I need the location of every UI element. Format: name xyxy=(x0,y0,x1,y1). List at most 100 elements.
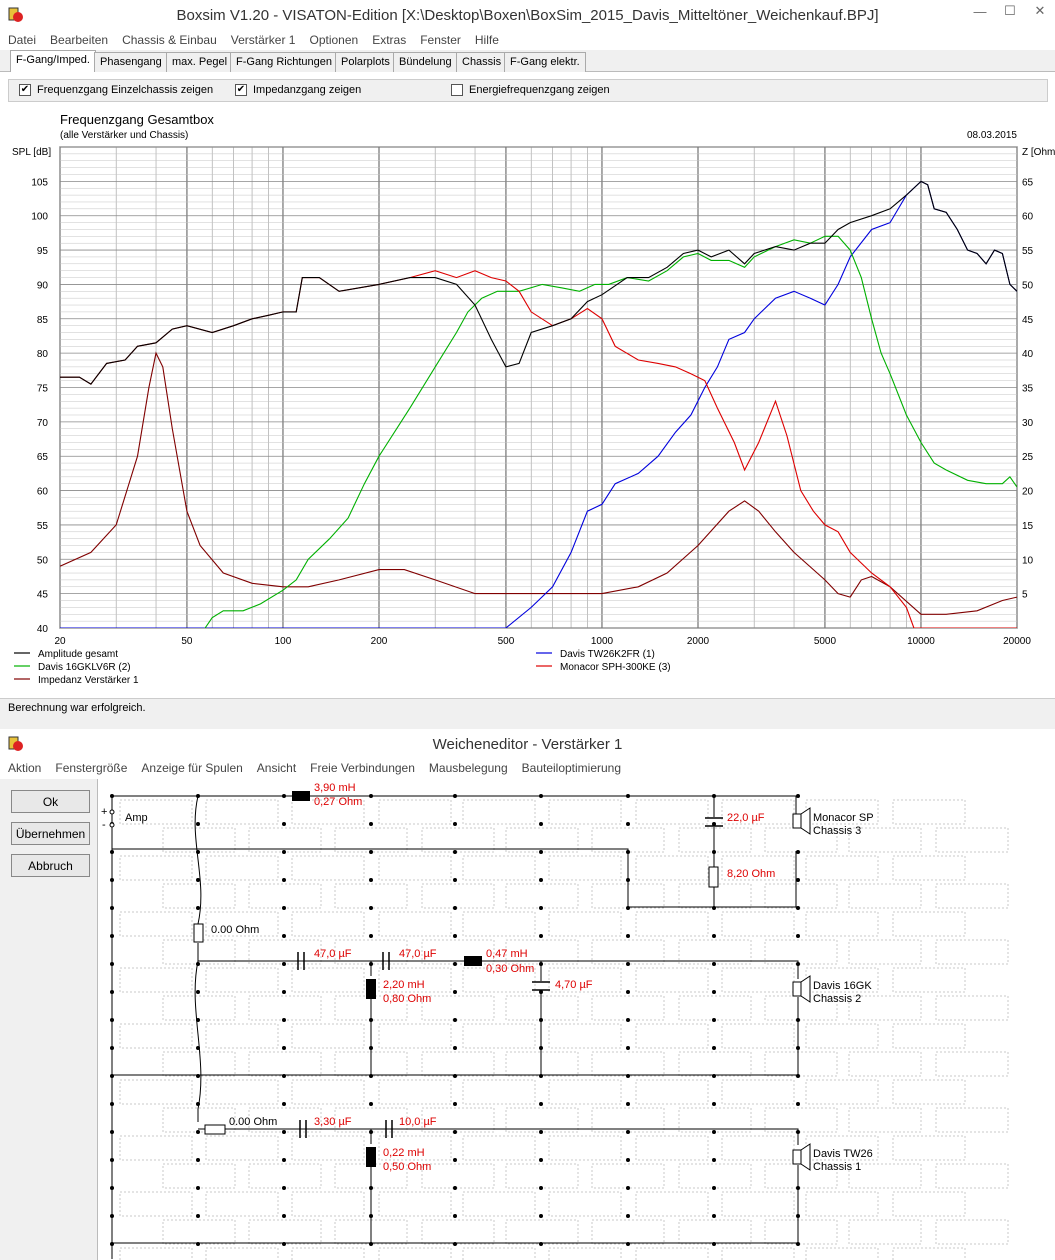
tab-chassis[interactable]: Chassis xyxy=(456,52,508,72)
capacitor-c5[interactable] xyxy=(299,1120,307,1138)
menu-bearbeiten[interactable]: Bearbeiten xyxy=(50,33,109,47)
menu-verstaerker[interactable]: Verstärker 1 xyxy=(230,33,296,47)
l3-resistance[interactable]: 0,80 Ohm xyxy=(383,993,432,1005)
cancel-button[interactable]: Abbruch xyxy=(11,854,90,877)
menu-chassis[interactable]: Chassis & Einbau xyxy=(122,33,217,47)
r-tw-value[interactable]: 0.00 Ohm xyxy=(229,1116,278,1128)
c6-value[interactable]: 10,0 µF xyxy=(399,1116,437,1128)
tab-fgang-elektr[interactable]: F-Gang elektr. xyxy=(504,52,586,72)
empty-slot xyxy=(119,1079,193,1105)
checkbox-impedanz[interactable]: ✔ Impedanzgang zeigen xyxy=(235,84,361,96)
tab-buendelung[interactable]: Bündelung xyxy=(393,52,458,72)
menu-mausbelegung[interactable]: Mausbelegung xyxy=(428,761,508,775)
menu-optionen[interactable]: Optionen xyxy=(309,33,359,47)
checkbox-box[interactable]: ✔ xyxy=(235,84,247,96)
capacitor-c2[interactable] xyxy=(297,952,305,970)
c3-value[interactable]: 47,0 µF xyxy=(399,948,437,960)
empty-slot xyxy=(421,1051,495,1077)
grid-node xyxy=(453,990,457,994)
empty-slot xyxy=(805,1023,879,1049)
inductor-l4[interactable] xyxy=(366,1147,376,1167)
l4-value[interactable]: 0,22 mH xyxy=(383,1147,425,1159)
menu-anzeige-spulen[interactable]: Anzeige für Spulen xyxy=(141,761,243,775)
capacitor-c1[interactable] xyxy=(705,817,723,827)
tab-polarplots[interactable]: Polarplots xyxy=(335,52,396,72)
grid-node xyxy=(712,1158,716,1162)
apply-button[interactable]: Übernehmen xyxy=(11,822,90,845)
speaker-chassis3-icon[interactable] xyxy=(792,807,811,835)
speaker-chassis2-icon[interactable] xyxy=(792,975,811,1003)
checkbox-energie[interactable]: Energiefrequenzgang zeigen xyxy=(451,84,610,96)
c2-value[interactable]: 47,0 µF xyxy=(314,948,352,960)
empty-slot xyxy=(421,939,495,965)
l3-value[interactable]: 2,20 mH xyxy=(383,979,425,991)
capacitor-c3[interactable] xyxy=(382,952,390,970)
close-icon[interactable]: ✕ xyxy=(1034,3,1046,18)
grid-node xyxy=(453,850,457,854)
empty-slot xyxy=(248,1163,322,1189)
resistor-r-tw[interactable] xyxy=(204,1124,226,1135)
empty-slot xyxy=(205,1191,279,1217)
menu-datei[interactable]: Datei xyxy=(8,33,37,47)
grid-node xyxy=(369,1102,373,1106)
crossover-menubar: Aktion Fenstergröße Anzeige für Spulen A… xyxy=(0,758,1055,778)
menu-bauteiloptimierung[interactable]: Bauteiloptimierung xyxy=(521,761,622,775)
l1-resistance[interactable]: 0,27 Ohm xyxy=(314,796,363,808)
checkbox-box[interactable]: ✔ xyxy=(19,84,31,96)
tab-phasengang[interactable]: Phasengang xyxy=(94,52,168,72)
l1-value[interactable]: 3,90 mH xyxy=(314,782,356,794)
l4-resistance[interactable]: 0,50 Ohm xyxy=(383,1161,432,1173)
capacitor-c6[interactable] xyxy=(385,1120,393,1138)
inductor-l3[interactable] xyxy=(366,979,376,999)
grid-node xyxy=(796,794,800,798)
empty-slot xyxy=(548,799,622,825)
empty-slot xyxy=(892,1135,966,1161)
tab-max-pegel[interactable]: max. Pegel xyxy=(166,52,234,72)
resistor-r1[interactable] xyxy=(708,866,719,888)
resistor-r-mid[interactable] xyxy=(193,923,204,943)
menu-fenstergroesse[interactable]: Fenstergröße xyxy=(55,761,128,775)
empty-slot xyxy=(721,1135,795,1161)
tab-fgang-imped[interactable]: F-Gang/Imped. xyxy=(10,50,96,72)
grid-node xyxy=(712,1018,716,1022)
empty-slot xyxy=(162,883,236,909)
empty-slot xyxy=(291,1135,365,1161)
l2-resistance[interactable]: 0,30 Ohm xyxy=(486,963,535,975)
minimize-icon[interactable]: — xyxy=(973,3,987,19)
chart-date: 08.03.2015 xyxy=(967,130,1017,141)
empty-slot xyxy=(291,967,365,993)
menu-extras[interactable]: Extras xyxy=(372,33,407,47)
l2-value[interactable]: 0,47 mH xyxy=(486,948,528,960)
r-mid-value[interactable]: 0.00 Ohm xyxy=(211,924,260,936)
grid-node xyxy=(196,822,200,826)
maximize-icon[interactable]: ☐ xyxy=(1004,3,1016,18)
empty-slot xyxy=(119,911,193,937)
inductor-l1[interactable] xyxy=(292,791,310,801)
menu-fenster[interactable]: Fenster xyxy=(420,33,461,47)
menu-aktion[interactable]: Aktion xyxy=(8,761,42,775)
r1-value[interactable]: 8,20 Ohm xyxy=(727,868,776,880)
inductor-l2[interactable] xyxy=(464,956,482,966)
menu-freie-verbindungen[interactable]: Freie Verbindungen xyxy=(310,761,415,775)
c4-value[interactable]: 4,70 µF xyxy=(555,979,593,991)
y-tick-label: 90 xyxy=(37,280,49,291)
empty-slot xyxy=(635,1135,709,1161)
grid-node xyxy=(626,1214,630,1218)
checkbox-box[interactable] xyxy=(451,84,463,96)
grid-node xyxy=(712,1130,716,1134)
y-right-tick-label: 65 xyxy=(1022,177,1034,188)
capacitor-c4[interactable] xyxy=(532,981,550,991)
empty-slot xyxy=(935,827,1009,853)
empty-slot xyxy=(805,1079,879,1105)
tab-fgang-richtungen[interactable]: F-Gang Richtungen xyxy=(230,52,338,72)
speaker-chassis1-icon[interactable] xyxy=(792,1143,811,1171)
c5-value[interactable]: 3,30 µF xyxy=(314,1116,352,1128)
checkbox-einzelchassis[interactable]: ✔ Frequenzgang Einzelchassis zeigen xyxy=(19,84,213,96)
c1-value[interactable]: 22,0 µF xyxy=(727,812,765,824)
ok-button[interactable]: Ok xyxy=(11,790,90,813)
status-bar: Berechnung war erfolgreich. xyxy=(0,698,1055,718)
menu-ansicht[interactable]: Ansicht xyxy=(256,761,297,775)
y-tick-label: 45 xyxy=(37,590,49,601)
grid-node xyxy=(282,962,286,966)
menu-hilfe[interactable]: Hilfe xyxy=(474,33,499,47)
